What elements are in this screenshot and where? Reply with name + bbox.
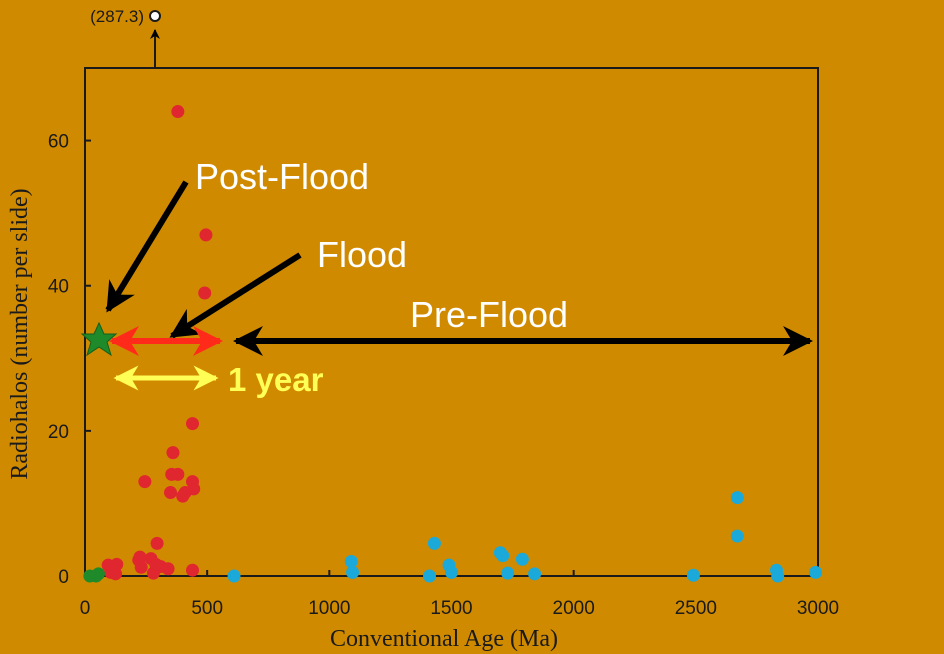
- y-tick-label: 60: [48, 132, 69, 153]
- red-data-point: [161, 562, 175, 576]
- blue-data-point: [501, 566, 515, 580]
- red-data-point: [198, 286, 212, 300]
- x-axis-ticks: 0 500 1000 1500 2000 2500 3000: [80, 570, 839, 619]
- x-tick-label: 3000: [797, 598, 839, 619]
- blue-data-point: [730, 491, 744, 505]
- x-axis-title: Conventional Age (Ma): [330, 626, 558, 652]
- outlier-label: (287.3): [90, 7, 144, 26]
- red-data-point: [186, 417, 200, 431]
- x-tick-label: 0: [80, 598, 91, 619]
- post-flood-star-icon: [80, 321, 118, 357]
- x-tick-label: 1500: [430, 598, 472, 619]
- green-data-point: [91, 567, 105, 581]
- blue-data-point: [445, 565, 458, 579]
- one-year-label: 1 year: [228, 361, 324, 398]
- flood-arrow: [169, 252, 302, 339]
- y-tick-label: 0: [58, 567, 69, 588]
- flood-label: Flood: [317, 234, 407, 275]
- y-axis-title: Radiohalos (number per slide): [7, 188, 33, 479]
- blue-data-point: [227, 569, 241, 583]
- post-flood-label: Post-Flood: [195, 156, 369, 197]
- y-tick-label: 40: [48, 277, 69, 298]
- x-tick-label: 2000: [553, 598, 595, 619]
- red-data-point: [109, 567, 123, 581]
- post-flood-arrow: [105, 180, 189, 313]
- y-axis-ticks: 0 20 40 60: [48, 132, 91, 588]
- blue-data-point: [771, 569, 785, 583]
- x-tick-label: 500: [191, 598, 223, 619]
- blue-data-point: [496, 549, 510, 563]
- blue-data-point: [427, 536, 441, 550]
- blue-data-point: [730, 529, 744, 543]
- red-data-point: [138, 475, 152, 489]
- blue-data-point: [346, 565, 360, 579]
- red-data-point: [171, 467, 185, 481]
- red-data-point: [133, 550, 147, 564]
- red-data-point: [150, 536, 164, 550]
- blue-data-point: [528, 567, 542, 581]
- y-tick-label: 20: [48, 422, 69, 443]
- red-data-point: [199, 228, 213, 242]
- blue-data-point: [423, 569, 437, 583]
- outlier-point: [149, 10, 161, 22]
- x-tick-label: 2500: [675, 598, 717, 619]
- red-data-point: [166, 446, 180, 460]
- blue-data-point: [515, 552, 529, 566]
- annotations: Post-Flood Flood Pre-Flood 1 year: [80, 156, 813, 398]
- data-points: [83, 105, 823, 583]
- x-tick-label: 1000: [308, 598, 350, 619]
- red-data-point: [186, 563, 200, 577]
- blue-data-point: [809, 565, 823, 579]
- red-data-point: [187, 482, 201, 496]
- blue-data-point: [686, 568, 700, 582]
- outlier-marker: (287.3): [90, 7, 161, 68]
- blue-data-point: [344, 554, 358, 568]
- red-data-point: [110, 557, 124, 571]
- red-data-point: [171, 105, 185, 119]
- red-data-point: [134, 560, 148, 574]
- pre-flood-label: Pre-Flood: [410, 294, 568, 335]
- red-data-point: [164, 486, 178, 500]
